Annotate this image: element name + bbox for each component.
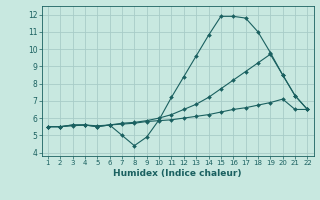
X-axis label: Humidex (Indice chaleur): Humidex (Indice chaleur) [113,169,242,178]
